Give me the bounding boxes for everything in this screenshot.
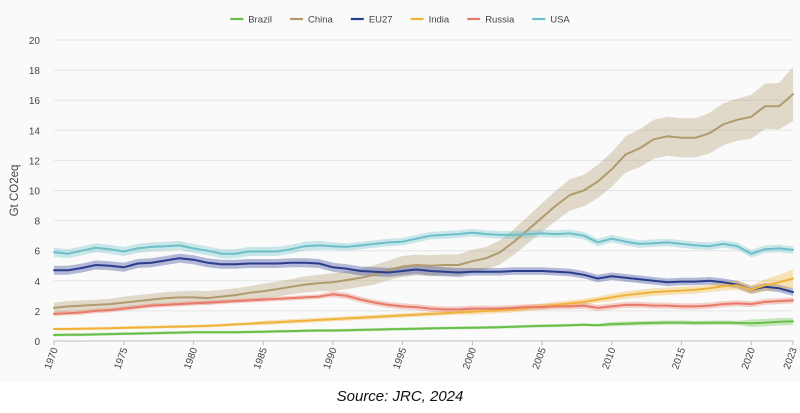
y-axis-title: Gt CO2eq xyxy=(9,165,21,217)
x-tick-label: 2015 xyxy=(670,346,688,371)
y-tick-label: 2 xyxy=(34,307,40,318)
x-tick-label: 2005 xyxy=(531,346,549,371)
legend-label-eu27: EU27 xyxy=(369,15,393,26)
uncertainty-bands xyxy=(54,67,793,337)
series-lines xyxy=(53,93,794,336)
legend[interactable]: Brazil China EU27 India Russia USA xyxy=(230,15,570,26)
line-india xyxy=(53,277,794,330)
x-tick-label: 1985 xyxy=(252,346,270,371)
y-tick-label: 16 xyxy=(29,96,41,107)
band-china xyxy=(54,67,793,314)
emissions-line-chart: 0 2 4 6 8 10 12 14 16 18 20 1970 1975 1980 1985 1990 199… xyxy=(9,15,800,371)
source-caption: Source: JRC, 2024 xyxy=(336,388,464,405)
x-tick-label: 1995 xyxy=(391,346,409,371)
x-tick-label: 1975 xyxy=(113,346,131,371)
x-tick-label: 1970 xyxy=(43,346,61,371)
x-tick-label: 2020 xyxy=(740,346,758,371)
line-russia xyxy=(53,293,794,315)
x-tick-label: 2000 xyxy=(461,346,479,371)
legend-item-russia[interactable]: Russia xyxy=(467,15,515,26)
legend-item-usa[interactable]: USA xyxy=(532,15,570,26)
y-tick-label: 0 xyxy=(34,337,40,348)
legend-item-eu27[interactable]: EU27 xyxy=(350,15,393,26)
y-tick-label: 20 xyxy=(29,36,41,47)
line-eu27 xyxy=(53,257,794,294)
x-tick-label: 2023 xyxy=(782,346,800,371)
y-tick-label: 8 xyxy=(34,217,40,228)
y-tick-label: 4 xyxy=(34,277,40,288)
legend-item-china[interactable]: China xyxy=(289,15,334,26)
y-tick-label: 10 xyxy=(29,187,41,198)
legend-item-brazil[interactable]: Brazil xyxy=(230,15,272,26)
y-tick-label: 6 xyxy=(34,247,40,258)
y-tick-label: 18 xyxy=(29,66,41,77)
x-tick-label: 1980 xyxy=(182,346,200,371)
y-tick-label: 12 xyxy=(29,156,41,167)
grid-lines xyxy=(54,39,793,342)
line-brazil xyxy=(53,320,794,336)
y-tick-label: 14 xyxy=(29,126,41,137)
x-tick-label: 1990 xyxy=(322,346,340,371)
legend-label-russia: Russia xyxy=(485,15,515,26)
legend-label-china: China xyxy=(308,15,334,26)
legend-item-india[interactable]: India xyxy=(410,15,450,26)
line-china xyxy=(53,93,794,309)
line-usa xyxy=(53,231,794,255)
band-usa xyxy=(54,228,793,259)
chart-area: 0 2 4 6 8 10 12 14 16 18 20 1970 1975 1980 1985 1990 199… xyxy=(9,14,800,371)
x-tick-label: 2010 xyxy=(601,346,619,371)
legend-label-india: India xyxy=(429,15,450,26)
legend-label-usa: USA xyxy=(550,15,570,26)
legend-label-brazil: Brazil xyxy=(248,15,272,26)
